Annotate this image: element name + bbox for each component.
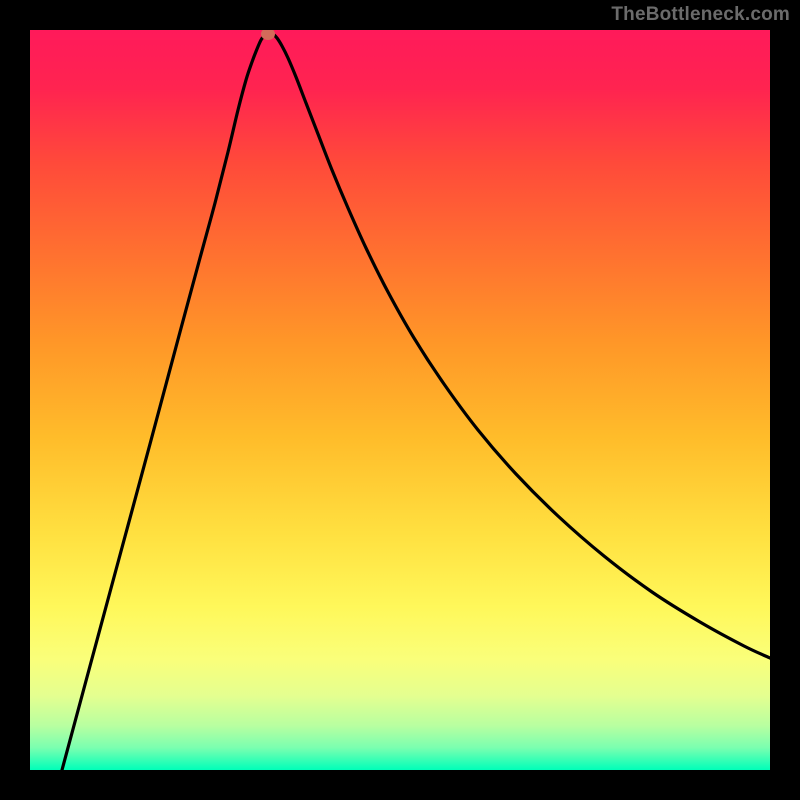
bottleneck-curve-path bbox=[62, 32, 770, 770]
curve-layer bbox=[30, 30, 770, 770]
chart-frame: TheBottleneck.com bbox=[0, 0, 800, 800]
watermark-text: TheBottleneck.com bbox=[611, 4, 790, 26]
plot-area bbox=[30, 30, 770, 770]
